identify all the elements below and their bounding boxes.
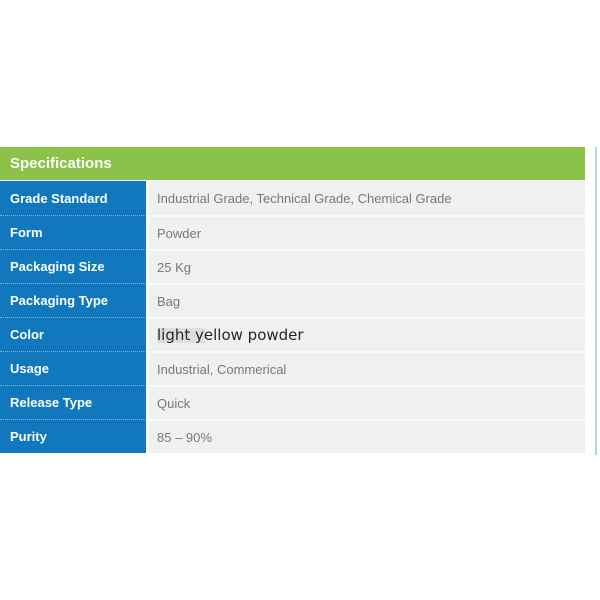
table-row: Grade Standard Industrial Grade, Technic…: [0, 181, 585, 215]
row-value: Bag: [149, 283, 585, 317]
row-value: Powder: [149, 215, 585, 249]
table-row: Form Powder: [0, 215, 585, 249]
row-value: 85 – 90%: [149, 419, 585, 453]
right-accent-line: [595, 147, 597, 455]
row-label: Release Type: [0, 385, 146, 419]
specifications-header: Specifications: [0, 147, 585, 180]
specifications-table: Specifications Grade Standard Industrial…: [0, 147, 585, 453]
table-row: Color light yellow powder: [0, 317, 585, 351]
row-label: Packaging Type: [0, 283, 146, 317]
row-value: Quick: [149, 385, 585, 419]
table-row: Usage Industrial, Commerical: [0, 351, 585, 385]
row-value-text: 25 Kg: [157, 259, 191, 275]
row-label: Grade Standard: [0, 181, 146, 215]
table-row: Packaging Size 25 Kg: [0, 249, 585, 283]
table-row: Purity 85 – 90%: [0, 419, 585, 453]
row-value: Industrial, Commerical: [149, 351, 585, 385]
table-row: Release Type Quick: [0, 385, 585, 419]
row-value: Industrial Grade, Technical Grade, Chemi…: [149, 181, 585, 215]
row-value-text: Industrial Grade, Technical Grade, Chemi…: [157, 190, 452, 206]
row-label: Packaging Size: [0, 249, 146, 283]
row-value-text: Quick: [157, 395, 191, 411]
specifications-rows: Grade Standard Industrial Grade, Technic…: [0, 181, 585, 453]
row-value-text: Industrial, Commerical: [157, 361, 287, 377]
row-value-text: 85 – 90%: [157, 429, 212, 445]
row-value-text: Bag: [157, 293, 181, 309]
row-label: Form: [0, 215, 146, 249]
table-row: Packaging Type Bag: [0, 283, 585, 317]
row-value: 25 Kg: [149, 249, 585, 283]
row-value: light yellow powder: [149, 317, 585, 351]
row-label: Color: [0, 317, 146, 351]
highlight-patch: [157, 328, 205, 343]
row-label: Purity: [0, 419, 146, 453]
row-label: Usage: [0, 351, 146, 385]
row-value-text: Powder: [157, 225, 202, 241]
row-value-text: light yellow powder: [157, 326, 304, 344]
